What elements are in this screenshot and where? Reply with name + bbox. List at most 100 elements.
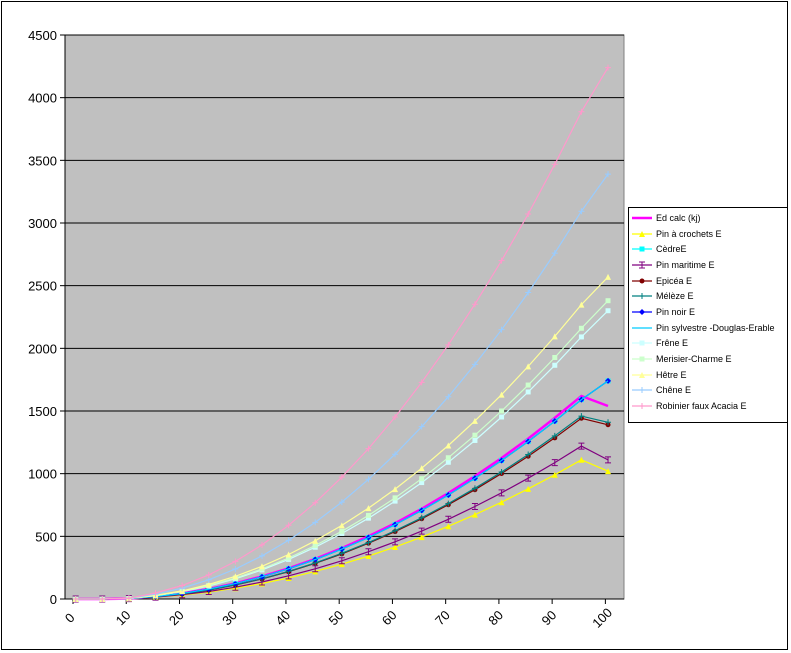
legend-item: Ed calc (kj) (631, 210, 787, 226)
data-point (639, 278, 645, 284)
data-point (338, 522, 345, 529)
data-point (552, 354, 558, 360)
legend-swatch (632, 387, 652, 394)
data-point (472, 437, 478, 443)
x-tick-label: 100 (589, 605, 615, 631)
data-point (639, 340, 645, 346)
data-point (392, 527, 399, 534)
data-point (312, 519, 319, 526)
data-point (232, 573, 239, 580)
plot-background (64, 34, 625, 600)
series-12 (72, 64, 612, 602)
legend-item: Pin noir E (631, 304, 787, 320)
legend-item: Frêne E (631, 336, 787, 352)
legend-swatch (632, 340, 652, 346)
x-tick-label: 20 (166, 607, 187, 628)
data-point (578, 208, 585, 215)
data-point (445, 442, 452, 449)
data-point (498, 391, 505, 398)
legend-swatch (632, 403, 652, 410)
y-tick-label: 3000 (28, 216, 57, 231)
legend-item: Merisier-Charme E (631, 351, 787, 367)
legend-item: Hêtre E (631, 367, 787, 383)
data-point (445, 341, 452, 348)
data-point (472, 432, 478, 438)
data-point (232, 558, 239, 565)
y-tick-label: 2000 (28, 341, 57, 356)
data-point (365, 512, 371, 518)
legend-label: Robinier faux Acacia E (656, 401, 747, 412)
data-point (418, 534, 425, 541)
data-point (471, 417, 478, 424)
y-tick-label: 1000 (28, 467, 57, 482)
data-point (498, 326, 505, 333)
y-tick-label: 1500 (28, 404, 57, 419)
data-point (365, 548, 372, 556)
data-point (639, 308, 645, 315)
data-point (232, 566, 239, 573)
legend-item: Chêne E (631, 383, 787, 399)
x-tick-label: 50 (326, 607, 347, 628)
data-point (285, 522, 292, 529)
data-point (258, 563, 265, 570)
data-point (578, 108, 585, 115)
data-point (72, 596, 79, 602)
data-point (551, 459, 558, 467)
data-point (125, 595, 132, 602)
y-tick-label: 500 (35, 529, 57, 544)
data-point (205, 581, 212, 588)
data-point (639, 293, 645, 300)
data-point (639, 371, 645, 378)
data-point (392, 486, 399, 493)
data-point (392, 498, 398, 504)
data-point (285, 537, 292, 544)
data-point (551, 250, 558, 257)
data-point (418, 527, 425, 535)
data-point (445, 393, 452, 400)
data-point (639, 387, 645, 394)
data-point (605, 308, 611, 314)
data-point (525, 210, 532, 217)
data-point (312, 537, 319, 544)
legend-swatch (632, 371, 652, 378)
data-point (392, 495, 398, 501)
data-point (99, 596, 106, 602)
data-point (578, 325, 584, 331)
x-tick-label: 30 (219, 607, 240, 628)
data-point (525, 382, 531, 388)
data-point (551, 471, 558, 478)
data-point (338, 474, 345, 481)
legend: Ed calc (kj) Pin à crochets E CèdreE Pin ma… (628, 207, 788, 423)
data-point (365, 539, 372, 546)
data-point (639, 246, 645, 252)
data-point (392, 538, 399, 546)
data-point (312, 499, 319, 506)
x-tick-label: 10 (113, 607, 134, 628)
x-tick-label: 90 (539, 607, 560, 628)
data-point (605, 273, 612, 280)
data-point (498, 257, 505, 264)
x-tick-label: 80 (485, 607, 506, 628)
legend-label: Pin sylvestre -Douglas-Erable (656, 322, 775, 333)
data-point (471, 485, 478, 492)
x-tick-label: 60 (379, 607, 400, 628)
data-point (578, 442, 585, 450)
data-point (445, 515, 452, 523)
data-point (578, 334, 584, 340)
series-line (75, 380, 609, 600)
data-point (471, 511, 478, 518)
legend-swatch (632, 293, 652, 300)
data-point (419, 476, 425, 482)
data-point (392, 543, 399, 550)
data-point (365, 553, 372, 560)
y-tick-label: 3500 (28, 153, 57, 168)
legend-swatch (632, 308, 652, 315)
legend-label: Merisier-Charme E (656, 354, 732, 365)
data-point (498, 469, 505, 476)
data-point (639, 230, 645, 237)
data-point (525, 485, 532, 492)
data-point (605, 468, 612, 475)
data-point (445, 455, 451, 461)
data-point (258, 552, 265, 559)
data-point (205, 571, 212, 578)
